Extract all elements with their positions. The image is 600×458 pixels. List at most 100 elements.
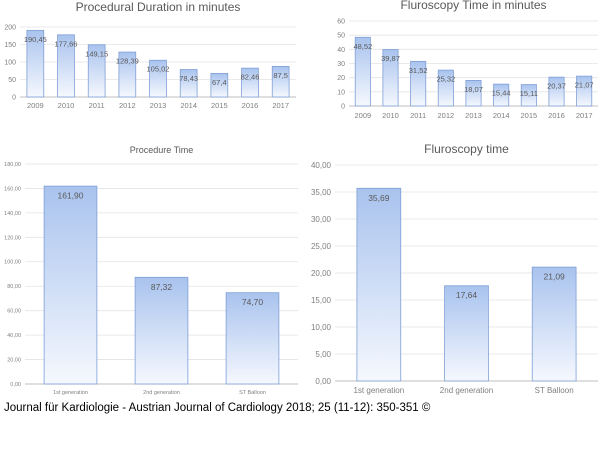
chart-svg: Procedural Duration in minutes 0 50 100 150 2…: [4, 0, 296, 110]
data-label: 21,09: [544, 272, 566, 282]
bar: [354, 36, 371, 107]
y-tick-label: 50: [337, 33, 345, 40]
bar: [382, 49, 399, 107]
y-tick-label: 10: [337, 89, 345, 96]
bar: [465, 80, 482, 107]
data-label: 82,46: [241, 73, 260, 82]
y-tick-label: 30: [337, 61, 345, 68]
bar: [520, 84, 537, 107]
data-label: 15,44: [492, 89, 511, 98]
y-tick-label: 25,00: [311, 242, 332, 251]
x-tick-label: 2nd generation: [143, 390, 180, 396]
x-tick-label: 2009: [354, 111, 371, 120]
x-tick-label: 2015: [211, 101, 228, 110]
chart-title: Fluroscopy Time in minutes: [400, 0, 546, 12]
bar: [225, 292, 280, 385]
y-tick-label: 80,00: [7, 284, 21, 290]
chart-title: Procedure Time: [130, 145, 194, 155]
x-tick-label: 2016: [548, 111, 565, 120]
y-tick-label: 60,00: [7, 309, 21, 315]
x-tick-label: 2010: [382, 111, 399, 120]
x-tick-label: 2017: [272, 101, 289, 110]
data-label: 21,07: [575, 81, 594, 90]
y-tick-label: 50: [8, 77, 16, 84]
x-tick-label: ST Balloon: [239, 390, 266, 396]
y-tick-label: 5,00: [315, 350, 331, 359]
y-tick-label: 15,00: [311, 296, 332, 305]
x-tick-label: 2016: [242, 101, 259, 110]
y-tick-label: 35,00: [311, 188, 332, 197]
y-tick-label: 120,00: [4, 235, 21, 241]
data-label: 87,5: [273, 71, 288, 80]
x-tick-label: 2011: [89, 101, 105, 110]
data-label: 74,70: [242, 297, 264, 307]
bar: [241, 67, 259, 98]
x-tick-label: 2014: [180, 101, 197, 110]
x-tick-label: 2nd generation: [440, 386, 493, 395]
data-label: 128,39: [116, 57, 139, 66]
bar: [43, 185, 98, 385]
y-tick-label: 60: [337, 18, 345, 25]
fluroscopy-time-chart: Fluroscopy time 0,00 5,00 10,00 15,00 20,00 25…: [300, 140, 600, 400]
y-tick-label: 100,00: [4, 260, 21, 266]
y-tick-label: 160,00: [4, 186, 21, 192]
bar: [493, 83, 510, 107]
bar: [444, 285, 489, 382]
y-tick-label: 20,00: [7, 357, 21, 363]
bar: [531, 266, 577, 382]
procedure-time-chart: Procedure Time 0,00 20,00 40,00 60,00 80,00 10…: [0, 140, 300, 400]
y-tick-label: 0,00: [315, 377, 331, 386]
y-tick-label: 0,00: [10, 382, 21, 388]
y-tick-label: 30,00: [311, 215, 332, 224]
data-label: 35,69: [368, 193, 390, 203]
bar: [134, 276, 189, 385]
bar: [118, 51, 137, 98]
data-label: 190,45: [24, 35, 47, 44]
x-tick-label: 2012: [119, 101, 136, 110]
data-label: 17,64: [456, 290, 478, 300]
bar: [437, 69, 454, 107]
x-tick-label: 2010: [58, 101, 75, 110]
y-tick-label: 0: [341, 103, 345, 110]
data-label: 105,02: [147, 65, 170, 74]
chart-svg: Fluroscopy Time in minutes 0 10 20 30 40 50 60 4…: [337, 0, 598, 120]
fluroscopy-time-yearly-chart: Fluroscopy Time in minutes 0 10 20 30 40 50 60 4…: [300, 0, 600, 126]
data-label: 18,07: [464, 85, 483, 94]
data-label: 67,4: [212, 78, 227, 87]
bar: [210, 73, 229, 98]
y-tick-label: 150: [4, 42, 16, 49]
y-tick-label: 40,00: [7, 333, 21, 339]
y-tick-label: 40,00: [311, 161, 332, 170]
data-label: 78,43: [179, 74, 198, 83]
bar: [356, 187, 402, 382]
bar: [26, 29, 45, 98]
bar: [271, 65, 290, 98]
data-label: 20,37: [547, 82, 566, 91]
y-tick-label: 180,00: [4, 162, 21, 168]
data-label: 15,11: [520, 89, 538, 98]
y-tick-label: 100: [4, 59, 16, 66]
x-tick-label: 2009: [27, 101, 44, 110]
bar: [179, 69, 198, 98]
x-tick-label: 2012: [437, 111, 454, 120]
x-tick-label: ST Balloon: [535, 386, 574, 395]
bar: [548, 76, 565, 107]
procedural-duration-chart: Procedural Duration in minutes 0 50 100 150 2…: [0, 0, 300, 116]
data-label: 31,52: [409, 66, 428, 75]
y-tick-label: 20: [337, 75, 345, 82]
data-label: 48,52: [353, 42, 372, 51]
x-tick-label: 1st generation: [53, 390, 88, 396]
bar: [410, 60, 427, 107]
data-label: 149,15: [85, 49, 108, 58]
y-tick-label: 10,00: [311, 323, 332, 332]
citation-footer: Journal für Kardiologie - Austrian Journ…: [4, 402, 431, 414]
chart-title: Procedural Duration in minutes: [76, 0, 241, 14]
data-label: 25,32: [436, 75, 455, 84]
y-tick-label: 200: [4, 24, 16, 31]
y-tick-label: 140,00: [4, 211, 21, 217]
x-tick-label: 2017: [576, 111, 593, 120]
y-tick-label: 20,00: [311, 269, 332, 278]
chart-title: Fluroscopy time: [424, 142, 509, 156]
x-tick-label: 2015: [520, 111, 537, 120]
bar: [57, 34, 75, 98]
